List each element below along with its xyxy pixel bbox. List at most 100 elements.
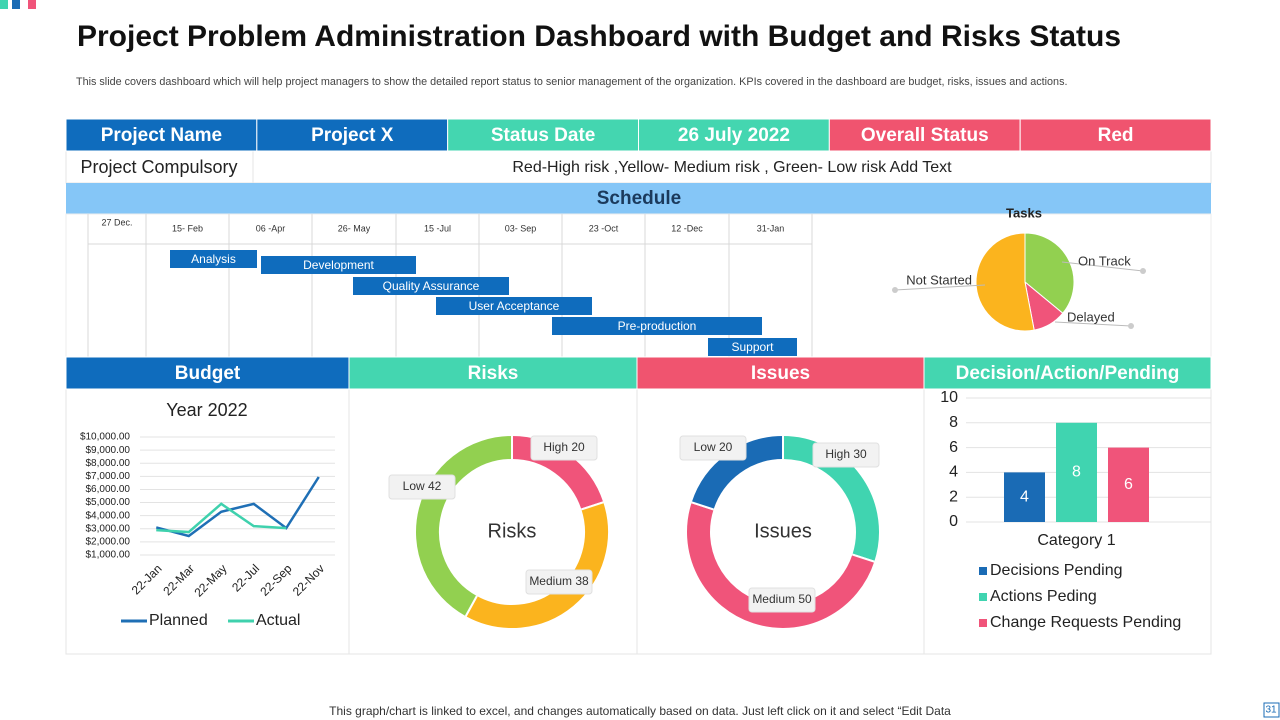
- legend-label: Decisions Pending: [990, 562, 1123, 579]
- segment-edge: [691, 501, 714, 511]
- y-tick-label: $7,000.00: [86, 471, 131, 482]
- page-number-box: [1263, 702, 1280, 718]
- y-tick-label: $1,000.00: [86, 550, 131, 561]
- y-tick-label: $3,000.00: [86, 523, 131, 534]
- y-tick-label: $6,000.00: [86, 484, 131, 495]
- decor: [12, 0, 20, 9]
- segment-edge: [852, 553, 875, 563]
- y-tick-label: $5,000.00: [86, 497, 131, 508]
- section-title: Decision/Action/Pending: [956, 363, 1180, 384]
- donut-segment: [782, 436, 879, 562]
- callout-box: [525, 569, 593, 595]
- gantt-task: Quality Assurance: [383, 279, 480, 293]
- gantt-bar: [436, 297, 592, 315]
- legend-label: Planned: [149, 612, 208, 629]
- table-header-text: 26 July 2022: [678, 125, 790, 146]
- donut-segment: [465, 502, 608, 628]
- section-header: [65, 356, 350, 390]
- gantt-date: 23 -Oct: [589, 223, 619, 233]
- callout-box: [812, 442, 880, 468]
- leader-dot: [1128, 323, 1134, 329]
- callout-box: [679, 435, 747, 461]
- y-tick-label: $9,000.00: [86, 445, 131, 456]
- gantt-bar: [170, 250, 257, 268]
- gantt-date: 15- Feb: [172, 223, 203, 233]
- table-header-text: Red: [1098, 125, 1134, 146]
- slice-label: Not Started: [906, 272, 972, 287]
- gantt-task: Pre-production: [618, 319, 697, 333]
- data-label: High 20: [543, 440, 585, 454]
- y-tick-label: 0: [949, 513, 958, 530]
- schedule-title: Schedule: [597, 188, 681, 209]
- y-tick-label: $4,000.00: [86, 510, 131, 521]
- bar: [1056, 422, 1097, 522]
- x-tick-label: 22-Mar: [160, 561, 197, 598]
- footer-note: This graph/chart is linked to excel, and…: [329, 704, 951, 718]
- donut-center-label: Risks: [488, 520, 537, 542]
- data-label: Medium 38: [529, 574, 589, 588]
- donut-center-label: Issues: [754, 520, 812, 542]
- gantt-task: Analysis: [191, 252, 236, 266]
- segment-edge: [464, 595, 478, 617]
- data-label: High 30: [825, 447, 867, 461]
- gantt-task: Support: [731, 340, 774, 354]
- table-header-text: Status Date: [491, 125, 596, 146]
- data-label: Low 20: [694, 440, 733, 454]
- table-header-cell: [1019, 118, 1212, 152]
- data-label: 6: [1124, 476, 1133, 493]
- leader-line: [1061, 261, 1144, 272]
- data-label: Medium 50: [752, 592, 812, 606]
- table-cell: Project Compulsory: [80, 157, 237, 177]
- x-tick-label: 22-Nov: [290, 561, 327, 598]
- table-header-cell: [256, 118, 449, 152]
- line-series: [155, 476, 320, 538]
- gantt-bar: [353, 277, 509, 295]
- section-header: [636, 356, 925, 390]
- y-tick-label: $2,000.00: [86, 537, 131, 548]
- table-header-cell: [447, 118, 639, 152]
- data-label: 4: [1020, 488, 1029, 505]
- gantt-date: 12 -Dec: [671, 223, 703, 233]
- leader-line: [894, 284, 986, 291]
- table-header-text: Project X: [311, 125, 394, 146]
- section-title: Issues: [751, 363, 810, 384]
- y-tick-label: 4: [949, 464, 958, 481]
- legend-label: Actual: [256, 612, 300, 629]
- legend-swatch: [979, 593, 987, 601]
- gantt-date: 26- May: [338, 223, 371, 233]
- callout-box: [748, 587, 816, 613]
- table-cell: Red-High risk ,Yellow- Medium risk , Gre…: [512, 159, 952, 176]
- legend-swatch: [979, 567, 987, 575]
- table-row: [65, 150, 1212, 184]
- section-header: [923, 356, 1212, 390]
- line-series: [156, 502, 287, 534]
- decor: [28, 0, 36, 9]
- gantt-bar: [261, 256, 416, 274]
- table-header-text: Overall Status: [861, 125, 989, 146]
- table-header-text: Project Name: [101, 125, 222, 146]
- data-label: 8: [1072, 464, 1081, 481]
- pie-slice: [975, 232, 1035, 332]
- gantt-date: 06 -Apr: [256, 223, 286, 233]
- chart-title: Year 2022: [166, 400, 247, 420]
- chart-title: Tasks: [1006, 205, 1042, 220]
- x-tick-label: 22-Jan: [129, 561, 165, 597]
- gantt-task: Development: [303, 258, 374, 272]
- pie-slice: [1024, 232, 1075, 314]
- donut-segment: [511, 436, 604, 510]
- legend-label: Actions Peding: [990, 588, 1097, 605]
- gantt-date: 03- Sep: [505, 223, 537, 233]
- bar: [1004, 472, 1045, 522]
- y-tick-label: $10,000.00: [80, 432, 130, 443]
- page-subtitle: This slide covers dashboard which will h…: [76, 76, 1067, 88]
- section-title: Risks: [468, 363, 519, 384]
- page-number: 31: [1265, 705, 1277, 716]
- bar: [1108, 447, 1149, 522]
- segment-edge: [581, 501, 604, 511]
- data-label: Low 42: [403, 479, 442, 493]
- callout-box: [530, 435, 598, 461]
- y-tick-label: 2: [949, 488, 958, 505]
- section-title: Budget: [175, 363, 241, 384]
- gantt-date: 27 Dec.: [101, 217, 132, 227]
- page-title: Project Problem Administration Dashboard…: [77, 20, 1121, 53]
